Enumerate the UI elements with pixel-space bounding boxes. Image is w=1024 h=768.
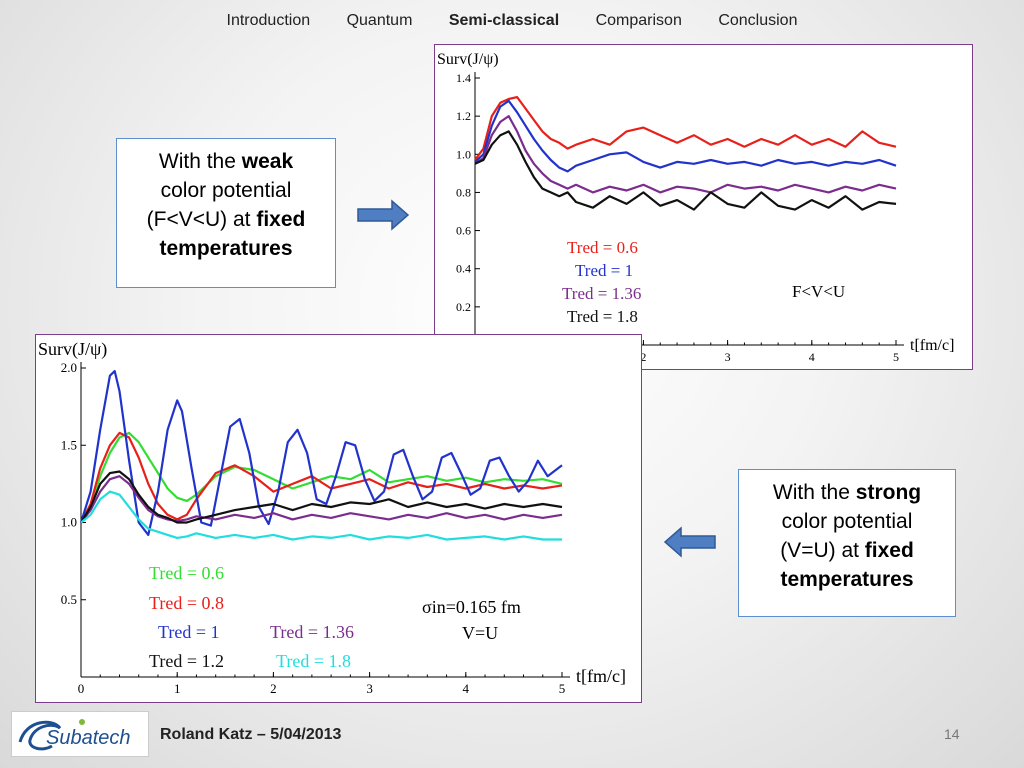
nav-semi-classical[interactable]: Semi-classical: [448, 12, 560, 29]
legend-entry-0: Tred = 0.6: [149, 563, 224, 583]
y-tick-label: 1.2: [456, 109, 471, 123]
legend-entry-0: Tred = 0.6: [567, 238, 638, 257]
nav-quantum[interactable]: Quantum: [346, 12, 413, 29]
y-tick-label: 0.6: [456, 224, 471, 238]
strong-box-bold-temperatures: temperatures: [780, 568, 914, 591]
weak-potential-plot: 0123450.20.40.60.81.01.21.4Surv(J/ψ)t[fm…: [434, 44, 973, 370]
x-tick-label: 3: [366, 681, 373, 696]
x-axis-label: t[fm/c]: [910, 337, 954, 354]
y-tick-label: 0.4: [456, 262, 471, 276]
x-tick-label: 2: [640, 350, 646, 364]
weak-plot-svg: 0123450.20.40.60.81.01.21.4Surv(J/ψ)t[fm…: [437, 51, 954, 364]
y-axis-label: Surv(J/ψ): [437, 51, 499, 68]
plot2-sigma-annotation: σin=0.165 fm: [422, 597, 521, 617]
logo-text: Subatech: [46, 727, 131, 749]
strong-box-bold-strong: strong: [855, 481, 922, 504]
section-nav: Introduction Quantum Semi-classical Comp…: [0, 12, 1024, 30]
plot1-annotation: F<V<U: [792, 282, 845, 301]
series-line-0: [474, 96, 897, 161]
y-tick-label: 1.0: [456, 147, 471, 161]
legend-entry-4: Tred = 1.2: [149, 651, 224, 671]
legend-entry-2: Tred = 1: [158, 622, 220, 642]
y-tick-label: 1.4: [456, 71, 471, 85]
nav-conclusion[interactable]: Conclusion: [718, 12, 798, 29]
legend-entry-1: Tred = 0.8: [149, 593, 224, 613]
series-line-2: [474, 115, 897, 194]
strong-box-line2: color potential: [781, 510, 913, 533]
x-tick-label: 0: [78, 681, 85, 696]
legend-entry-3: Tred = 1.36: [270, 622, 354, 642]
y-tick-label: 2.0: [61, 360, 77, 375]
x-tick-label: 4: [463, 681, 470, 696]
weak-box-text: With the: [158, 150, 242, 173]
subatech-logo: Subatech: [11, 711, 149, 757]
nav-introduction[interactable]: Introduction: [226, 12, 311, 29]
x-tick-label: 1: [174, 681, 181, 696]
x-tick-label: 2: [270, 681, 277, 696]
strong-box-line3: (V=U) at: [780, 539, 865, 562]
strong-potential-box: With the strong color potential (V=U) at…: [738, 469, 956, 617]
y-axis-label: Surv(J/ψ): [38, 339, 107, 360]
arrow-left-icon: [663, 526, 716, 558]
x-axis-label: t[fm/c]: [576, 666, 626, 686]
weak-box-bold-weak: weak: [241, 150, 294, 173]
legend-entry-1: Tred = 1: [575, 261, 633, 280]
y-tick-label: 0.8: [456, 185, 471, 199]
y-tick-label: 1.5: [61, 437, 77, 452]
series-line-4: [80, 470, 563, 524]
plot2-potential-annotation: V=U: [462, 623, 498, 643]
legend-entry-5: Tred = 1.8: [276, 651, 351, 671]
weak-box-line3: (F<V<U) at: [146, 208, 257, 231]
subatech-logo-icon: Subatech: [18, 719, 131, 751]
series-line-1: [474, 99, 897, 173]
y-tick-label: 0.2: [456, 300, 471, 314]
legend-entry-3: Tred = 1.8: [567, 307, 638, 326]
weak-box-bold-temperatures: temperatures: [159, 237, 293, 260]
x-tick-label: 5: [559, 681, 566, 696]
x-tick-label: 3: [725, 350, 731, 364]
series-line-5: [80, 490, 562, 541]
strong-box-text: With the: [772, 481, 856, 504]
legend-entry-2: Tred = 1.36: [562, 284, 641, 303]
page-number: 14: [944, 726, 960, 742]
weak-box-bold-fixed: fixed: [256, 208, 306, 231]
series-line-1: [80, 431, 563, 524]
strong-box-bold-fixed: fixed: [864, 539, 914, 562]
author-date: Roland Katz – 5/04/2013: [160, 726, 342, 743]
strong-potential-plot: 0 1 2 3 4 5 0.5 1.0 1.5 2.0 Surv(J/ψ) t[fm/c] Tred =…: [35, 334, 642, 703]
nav-comparison[interactable]: Comparison: [595, 12, 682, 29]
arrow-right-icon: [357, 199, 410, 231]
series-line-3: [474, 130, 897, 211]
weak-box-line2: color potential: [160, 179, 292, 202]
y-tick-label: 1.0: [61, 515, 77, 530]
y-tick-label: 0.5: [61, 592, 77, 607]
series-line-3: [80, 475, 563, 524]
x-tick-label: 5: [893, 350, 899, 364]
weak-potential-box: With the weak color potential (F<V<U) at…: [116, 138, 336, 288]
x-tick-label: 4: [809, 350, 815, 364]
